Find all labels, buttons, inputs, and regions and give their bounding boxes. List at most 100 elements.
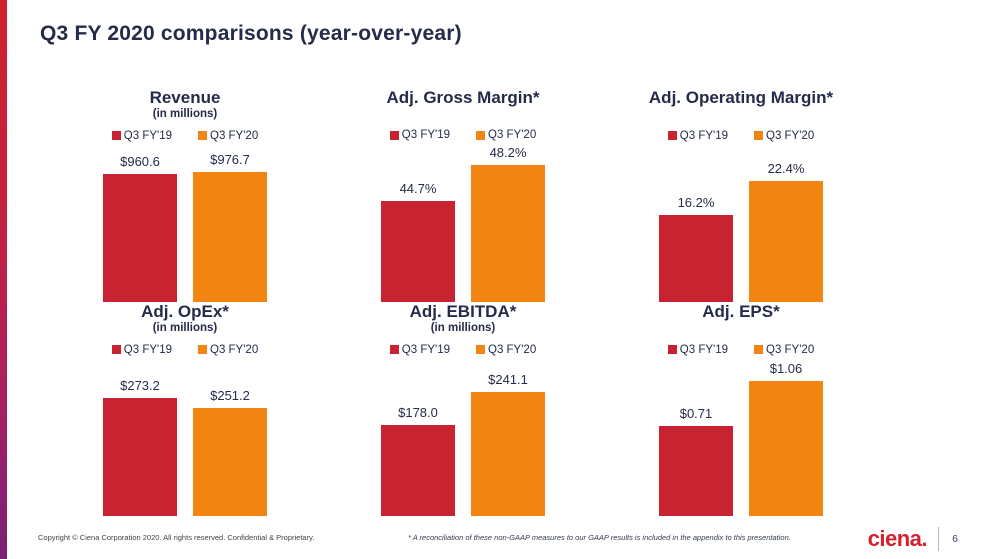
chart-adj-ebitda: Adj. EBITDA* (in millions) Q3 FY'19 Q3 F… xyxy=(328,302,598,516)
chart-title: Adj. EBITDA* xyxy=(409,302,517,321)
legend-label: Q3 FY'19 xyxy=(123,343,172,356)
bar-value-label: $960.6 xyxy=(120,154,160,169)
legend-item-fy19: Q3 FY'19 xyxy=(389,129,450,142)
bar-column-fy19: $960.6 xyxy=(103,145,177,302)
bar-column-fy19: $0.71 xyxy=(659,359,733,516)
chart-legend: Q3 FY'19 Q3 FY'20 xyxy=(111,128,258,144)
chart-title: Adj. OpEx* xyxy=(141,302,229,321)
legend-item-fy20: Q3 FY'20 xyxy=(476,344,536,356)
chart-subtitle: (in millions) xyxy=(152,322,218,335)
chart-header: Adj. Gross Margin* xyxy=(386,88,539,125)
bar-fy20 xyxy=(749,381,823,516)
chart-header: Adj. Operating Margin* xyxy=(649,88,833,126)
bar-fy20 xyxy=(471,392,545,516)
legend-item-fy20: Q3 FY'20 xyxy=(198,130,258,142)
bar-column-fy20: $251.2 xyxy=(193,359,267,516)
legend-label: Q3 FY'20 xyxy=(210,343,259,356)
legend-label: Q3 FY'19 xyxy=(401,343,450,356)
legend-swatch-fy20 xyxy=(476,130,485,140)
footer-divider xyxy=(938,527,939,551)
bar-value-label: $178.0 xyxy=(398,405,438,420)
bar-value-label: 16.2% xyxy=(677,195,715,210)
chart-header: Adj. EPS* xyxy=(702,302,779,340)
bar-value-label: $0.71 xyxy=(679,406,713,421)
page-number: 6 xyxy=(952,533,958,545)
legend-item-fy19: Q3 FY'19 xyxy=(667,344,728,356)
chart-title: Adj. EPS* xyxy=(702,302,780,321)
chart-plot: $960.6 $976.7 xyxy=(103,145,267,302)
chart-header: Adj. OpEx* (in millions) xyxy=(141,302,229,340)
chart-revenue: Revenue (in millions) Q3 FY'19 Q3 FY'20 … xyxy=(50,88,320,302)
bar-column-fy19: $178.0 xyxy=(381,359,455,516)
chart-title: Revenue xyxy=(149,88,221,107)
chart-plot: 44.7% 48.2% xyxy=(381,145,545,302)
chart-legend: Q3 FY'19 Q3 FY'20 xyxy=(389,127,536,143)
chart-title: Adj. Operating Margin* xyxy=(648,88,834,107)
chart-legend: Q3 FY'19 Q3 FY'20 xyxy=(389,342,536,358)
chart-adj-opex: Adj. OpEx* (in millions) Q3 FY'19 Q3 FY'… xyxy=(50,302,320,516)
bar-value-label: $241.1 xyxy=(488,372,528,387)
chart-subtitle: (in millions) xyxy=(152,108,218,121)
legend-swatch-fy20 xyxy=(754,345,763,355)
legend-swatch-fy19 xyxy=(389,130,399,140)
legend-swatch-fy20 xyxy=(198,345,207,355)
chart-adj-eps: Adj. EPS* Q3 FY'19 Q3 FY'20 $0.71 xyxy=(606,302,876,516)
chart-plot: $178.0 $241.1 xyxy=(381,359,545,516)
legend-swatch-fy19 xyxy=(111,131,121,141)
page-title: Q3 FY 2020 comparisons (year-over-year) xyxy=(40,22,462,45)
bar-value-label: $273.2 xyxy=(120,378,160,393)
chart-plot: $0.71 $1.06 xyxy=(659,359,823,516)
bar-column-fy19: 16.2% xyxy=(659,145,733,302)
legend-label: Q3 FY'20 xyxy=(488,343,537,356)
copyright-text: Copyright © Ciena Corporation 2020. All … xyxy=(38,533,315,542)
legend-swatch-fy19 xyxy=(111,345,121,355)
bar-fy19 xyxy=(381,201,455,302)
legend-item-fy20: Q3 FY'20 xyxy=(754,344,814,356)
bar-value-label: 44.7% xyxy=(399,181,437,196)
bar-column-fy20: 48.2% xyxy=(471,145,545,302)
legend-item-fy19: Q3 FY'19 xyxy=(111,343,172,356)
ciena-logo: ciena. xyxy=(867,526,928,551)
chart-plot: $273.2 $251.2 xyxy=(103,359,267,516)
legend-swatch-fy19 xyxy=(389,345,399,355)
bar-fy19 xyxy=(659,426,733,516)
chart-adj-gross-margin: Adj. Gross Margin* Q3 FY'19 Q3 FY'20 44.… xyxy=(328,88,598,302)
bar-fy19 xyxy=(381,425,455,516)
legend-label: Q3 FY'19 xyxy=(401,129,450,142)
legend-swatch-fy19 xyxy=(667,345,677,355)
chart-legend: Q3 FY'19 Q3 FY'20 xyxy=(667,128,814,144)
chart-plot: 16.2% 22.4% xyxy=(659,145,823,302)
legend-label: Q3 FY'20 xyxy=(488,129,537,142)
bar-fy19 xyxy=(103,398,177,516)
legend-swatch-fy20 xyxy=(198,131,207,141)
chart-header: Revenue (in millions) xyxy=(150,88,221,126)
legend-label: Q3 FY'19 xyxy=(679,129,728,142)
bar-column-fy20: $976.7 xyxy=(193,145,267,302)
legend-item-fy20: Q3 FY'20 xyxy=(476,129,536,141)
chart-legend: Q3 FY'19 Q3 FY'20 xyxy=(111,342,258,358)
legend-item-fy20: Q3 FY'20 xyxy=(754,130,814,142)
bar-fy20 xyxy=(749,181,823,302)
bar-fy20 xyxy=(193,408,267,516)
bar-fy20 xyxy=(193,172,267,302)
bar-fy19 xyxy=(103,174,177,302)
charts-grid: Revenue (in millions) Q3 FY'19 Q3 FY'20 … xyxy=(50,88,876,516)
legend-item-fy19: Q3 FY'19 xyxy=(389,343,450,356)
legend-label: Q3 FY'20 xyxy=(210,129,259,142)
legend-item-fy19: Q3 FY'19 xyxy=(667,129,728,142)
legend-item-fy20: Q3 FY'20 xyxy=(198,344,258,356)
bar-column-fy19: 44.7% xyxy=(381,145,455,302)
legend-swatch-fy20 xyxy=(476,345,485,355)
legend-label: Q3 FY'19 xyxy=(123,129,172,142)
legend-swatch-fy19 xyxy=(667,131,677,141)
bar-value-label: $976.7 xyxy=(210,152,250,167)
bar-column-fy20: $241.1 xyxy=(471,359,545,516)
footnote-text: * A reconciliation of these non-GAAP mea… xyxy=(408,533,791,542)
legend-label: Q3 FY'20 xyxy=(766,343,815,356)
bar-column-fy19: $273.2 xyxy=(103,359,177,516)
chart-title: Adj. Gross Margin* xyxy=(386,88,540,107)
legend-label: Q3 FY'20 xyxy=(766,129,815,142)
bar-value-label: 48.2% xyxy=(489,145,527,160)
chart-header: Adj. EBITDA* (in millions) xyxy=(410,302,517,340)
